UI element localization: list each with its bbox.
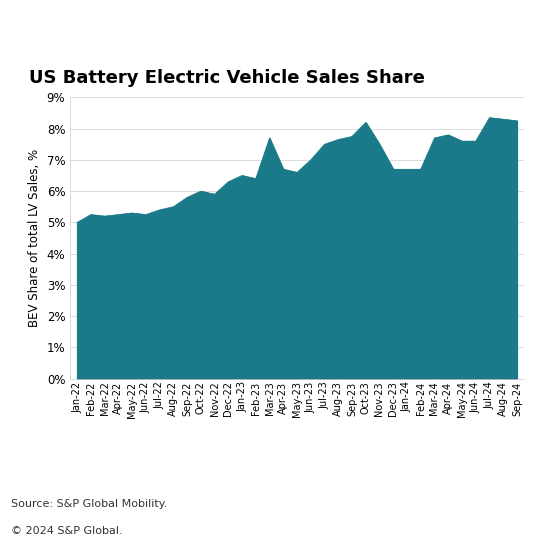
Y-axis label: BEV Share of total LV Sales, %: BEV Share of total LV Sales, % <box>28 149 41 327</box>
Text: © 2024 S&P Global.: © 2024 S&P Global. <box>11 526 123 536</box>
Text: US Battery Electric Vehicle Sales Share: US Battery Electric Vehicle Sales Share <box>29 69 426 88</box>
Text: Source: S&P Global Mobility.: Source: S&P Global Mobility. <box>11 499 167 509</box>
